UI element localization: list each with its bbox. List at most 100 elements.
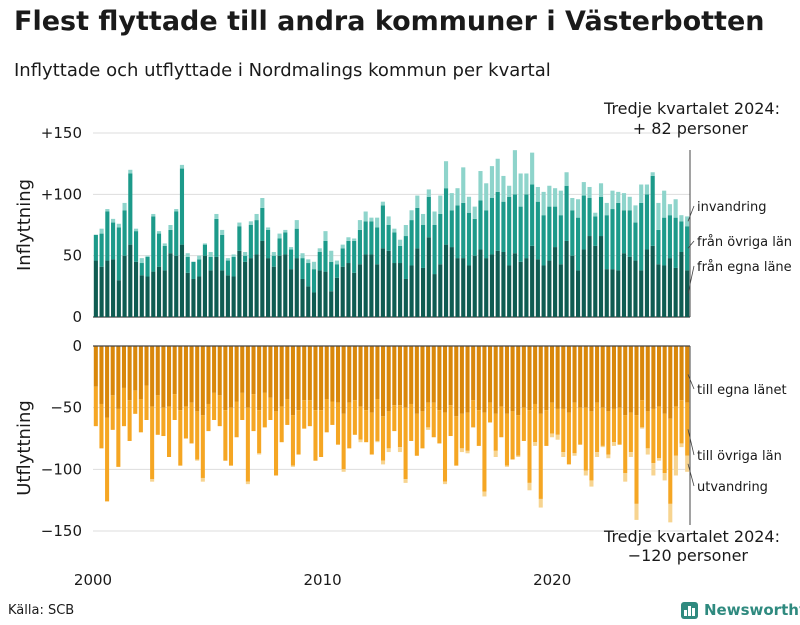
bar-in-egna <box>633 260 638 317</box>
bar-in-invandring <box>306 259 311 264</box>
brand-logo-link[interactable]: Newsworthy <box>681 601 800 619</box>
bar-in-invandring <box>340 244 345 249</box>
bar-ut-egna <box>544 346 549 411</box>
bar-in-ovriga <box>656 229 661 265</box>
bar-in-invandring <box>214 213 219 219</box>
bar-in-egna <box>409 265 414 317</box>
bar-in-invandring <box>610 190 615 210</box>
bar-in-invandring <box>576 199 581 218</box>
bar-in-invandring <box>237 222 242 227</box>
bar-ut-ovriga <box>662 413 667 474</box>
bar-in-ovriga <box>162 245 167 271</box>
bar-ut-egna <box>628 346 633 413</box>
bar-in-ovriga <box>449 210 454 248</box>
bar-ut-utvandring <box>533 442 538 446</box>
bar-in-ovriga <box>156 233 162 267</box>
bar-ut-ovriga <box>572 402 577 454</box>
bar-in-ovriga <box>329 261 334 292</box>
bar-ut-ovriga <box>150 406 155 480</box>
bar-ut-utvandring <box>595 452 600 457</box>
bar-in-invandring <box>220 229 225 235</box>
bar-ut-egna <box>645 346 650 412</box>
bar-in-egna <box>139 275 144 317</box>
bar-ut-utvandring <box>493 450 498 457</box>
bar-ut-ovriga <box>431 402 436 438</box>
bar-in-invandring <box>604 202 609 216</box>
bar-ut-egna <box>369 346 374 413</box>
bar-ut-ovriga <box>538 413 543 499</box>
bar-ut-ovriga <box>516 415 521 456</box>
bar-in-ovriga <box>507 196 512 266</box>
bar-in-invandring <box>197 255 202 260</box>
bar-ut-ovriga <box>274 411 279 476</box>
bar-ut-egna <box>330 346 335 402</box>
bar-ut-egna <box>212 346 217 393</box>
bar-ut-ovriga <box>465 412 470 451</box>
bar-ut-egna <box>555 346 560 409</box>
bar-in-egna <box>501 251 506 317</box>
bar-ut-ovriga <box>454 416 459 466</box>
bar-ut-utvandring <box>245 481 250 485</box>
bar-ut-ovriga <box>307 400 312 427</box>
bar-in-ovriga <box>421 225 426 268</box>
bar-ut-utvandring <box>504 465 509 467</box>
bar-in-egna <box>323 271 328 317</box>
ytick-label-top: 50 <box>63 247 82 265</box>
bar-ut-utvandring <box>403 479 408 483</box>
bar-in-ovriga <box>650 175 655 246</box>
bar-in-egna <box>489 254 495 317</box>
bar-ut-egna <box>538 346 543 414</box>
bar-ut-utvandring <box>375 440 380 443</box>
bar-in-invandring <box>667 204 672 216</box>
bar-ut-ovriga <box>381 416 386 461</box>
bar-in-egna <box>248 258 253 317</box>
bar-ut-egna <box>673 346 678 407</box>
bar-in-invandring <box>99 228 104 234</box>
bar-ut-ovriga <box>121 387 127 427</box>
bar-ut-utvandring <box>195 459 200 461</box>
bar-ut-ovriga <box>397 405 402 448</box>
bar-ut-utvandring <box>634 503 639 520</box>
bar-in-ovriga <box>398 245 403 264</box>
bar-ut-utvandring <box>657 458 662 461</box>
bar-in-egna <box>679 251 684 317</box>
bar-ut-egna <box>606 346 611 412</box>
bar-in-ovriga <box>455 205 460 259</box>
bar-ut-egna <box>302 346 307 401</box>
source-note: Källa: SCB <box>8 603 75 618</box>
chart-subtitle: Inflyttade och utflyttade i Nordmalings … <box>14 60 551 81</box>
bar-ut-egna <box>172 346 177 395</box>
bar-ut-egna <box>437 346 442 411</box>
bar-in-egna <box>214 256 219 317</box>
bar-in-invandring <box>489 166 495 199</box>
bar-ut-ovriga <box>99 403 104 449</box>
bar-in-invandring <box>254 213 259 221</box>
bar-ut-egna <box>566 346 571 413</box>
bar-in-ovriga <box>375 227 380 265</box>
bar-ut-ovriga <box>578 407 583 445</box>
bar-in-egna <box>306 286 311 317</box>
bar-in-invandring <box>553 188 558 207</box>
bar-ut-ovriga <box>144 385 149 420</box>
bar-ut-ovriga <box>290 415 295 466</box>
bar-ut-ovriga <box>330 401 335 425</box>
bar-in-ovriga <box>644 194 650 250</box>
bar-in-ovriga <box>271 255 276 267</box>
bar-ut-utvandring <box>358 439 363 443</box>
bar-in-ovriga <box>243 255 248 262</box>
bar-in-ovriga <box>191 261 196 279</box>
bar-in-ovriga <box>403 236 408 279</box>
bar-ut-egna <box>465 346 470 413</box>
annotation-bottom-line2: −120 personer <box>627 546 748 565</box>
bar-in-invandring <box>283 229 288 233</box>
bar-in-egna <box>191 278 196 317</box>
bar-in-egna <box>122 255 127 317</box>
bar-in-ovriga <box>685 226 690 271</box>
bar-ut-ovriga <box>504 413 509 466</box>
bar-ut-egna <box>240 346 245 393</box>
bar-in-invandring <box>271 251 276 256</box>
bar-in-egna <box>581 249 586 317</box>
bar-in-ovriga <box>237 226 242 251</box>
bar-ut-egna <box>600 346 605 408</box>
chart-title: Flest flyttade till andra kommuner i Väs… <box>14 6 765 37</box>
